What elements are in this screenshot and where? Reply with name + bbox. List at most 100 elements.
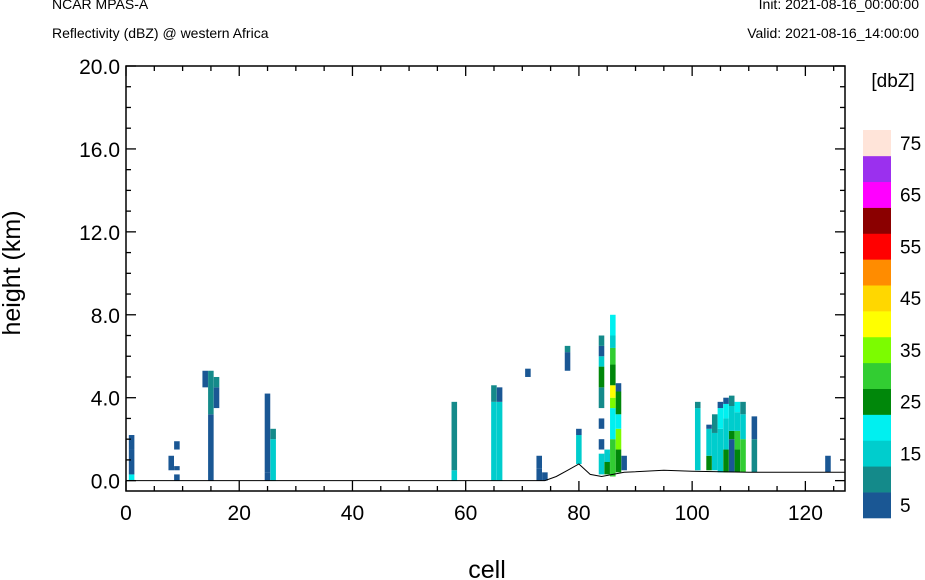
reflectivity-cell — [564, 352, 571, 371]
x-tick-label: 40 — [341, 502, 364, 525]
colorbar-label: 5 — [900, 496, 911, 517]
reflectivity-cell — [491, 401, 497, 481]
x-axis-title: cell — [468, 556, 506, 580]
valid-time: Valid: 2021-08-16_14:00:00 — [747, 25, 919, 41]
reflectivity-cell — [740, 414, 746, 440]
colorbar-swatch — [863, 181, 891, 208]
x-tick-label: 80 — [567, 502, 590, 525]
reflectivity-cell — [615, 449, 622, 473]
reflectivity-cell — [598, 439, 605, 450]
colorbar-label: 55 — [900, 237, 921, 258]
reflectivity-cell — [598, 345, 605, 357]
reflectivity-cell — [610, 385, 616, 398]
reflectivity-cell — [610, 364, 616, 386]
reflectivity-cell — [728, 430, 735, 440]
reflectivity-cell — [706, 424, 712, 429]
reflectivity-cell — [615, 391, 622, 415]
colorbar-swatch — [863, 233, 891, 260]
reflectivity-cell — [734, 430, 741, 450]
colorbar-swatch — [863, 466, 891, 493]
reflectivity-cell — [451, 470, 458, 481]
reflectivity-cell — [717, 408, 724, 429]
reflectivity-cell — [717, 401, 724, 409]
colorbar-label: 65 — [900, 186, 921, 207]
reflectivity-cell — [723, 397, 729, 404]
colorbar-label: 45 — [900, 289, 921, 310]
reflectivity-cell — [610, 347, 616, 365]
reflectivity-cell — [491, 385, 497, 402]
reflectivity-cell — [740, 439, 746, 473]
reflectivity-cell — [128, 435, 135, 450]
reflectivity-cell — [615, 414, 622, 429]
reflectivity-cell — [536, 455, 542, 469]
colorbar-label: 75 — [900, 134, 921, 155]
x-tick-label: 0 — [120, 502, 132, 525]
reflectivity-cell — [598, 387, 605, 409]
reflectivity-cell — [598, 356, 605, 367]
reflectivity-cell — [208, 370, 214, 392]
axis-ticks: 0 20 40 60 80 100 120 0.0 4.0 8.0 12.0 16.0 20.0 — [79, 56, 845, 525]
reflectivity-cell — [694, 408, 701, 471]
colorbar-swatch — [863, 362, 891, 389]
reflectivity-cell — [213, 387, 220, 409]
reflectivity-cell — [751, 439, 758, 473]
reflectivity-cell — [451, 401, 458, 471]
init-time: Init: 2021-08-16_00:00:00 — [758, 0, 919, 12]
reflectivity-cell — [740, 401, 746, 415]
reflectivity-cell — [525, 368, 531, 377]
reflectivity-cell — [213, 376, 220, 388]
terrain-profile — [126, 463, 845, 482]
colorbar-units: [dbZ] — [871, 71, 914, 92]
reflectivity-cell — [706, 428, 712, 456]
y-tick-label: 4.0 — [91, 388, 120, 411]
plot-frame — [125, 65, 846, 492]
reflectivity-cell — [542, 472, 548, 481]
reflectivity-cell — [168, 455, 175, 471]
reflectivity-cell — [496, 401, 503, 481]
y-tick-label: 12.0 — [79, 222, 120, 245]
reflectivity-cell — [723, 418, 729, 450]
reflectivity-cell — [706, 455, 712, 471]
y-tick-label: 16.0 — [79, 139, 120, 162]
colorbar-swatch — [863, 207, 891, 234]
reflectivity-cell — [208, 414, 214, 481]
reflectivity-cell — [202, 370, 208, 388]
reflectivity-cell — [610, 439, 616, 477]
x-tick-label: 20 — [228, 502, 251, 525]
reflectivity-cell — [576, 428, 582, 436]
reflectivity-cell — [610, 408, 616, 440]
reflectivity-cell — [576, 435, 582, 465]
x-tick-label: 120 — [788, 502, 823, 525]
reflectivity-cell — [128, 449, 135, 475]
reflectivity-cell — [723, 403, 729, 419]
x-tick-label: 60 — [454, 502, 477, 525]
colorbar-label: 15 — [900, 444, 921, 465]
reflectivity-cell — [598, 335, 605, 346]
reflectivity-cell — [825, 455, 831, 473]
x-tick-label: 100 — [675, 502, 710, 525]
reflectivity-cell — [174, 474, 180, 481]
reflectivity-cell — [208, 391, 214, 415]
y-tick-label: 20.0 — [79, 56, 120, 79]
reflectivity-cell — [615, 428, 622, 450]
colorbar-swatch — [863, 285, 891, 312]
colorbar-swatch — [863, 492, 891, 519]
colorbar-label: 25 — [900, 393, 921, 414]
reflectivity-cell — [496, 387, 503, 402]
colorbar-swatch — [863, 388, 891, 415]
reflectivity-cell — [604, 449, 610, 462]
colorbar-swatch — [863, 414, 891, 441]
reflectivity-cell — [694, 401, 701, 409]
reflectivity-cell — [610, 314, 616, 336]
reflectivity-cell — [734, 401, 741, 413]
y-tick-label: 8.0 — [91, 305, 120, 328]
reflectivity-cell — [751, 416, 758, 440]
reflectivity-cell — [598, 418, 605, 429]
colorbar: 5 15 25 35 45 55 65 75 — [863, 130, 921, 519]
reflectivity-cell — [717, 428, 724, 473]
field-label: Reflectivity (dBZ) @ western Africa — [52, 25, 269, 41]
colorbar-label: 35 — [900, 341, 921, 362]
reflectivity-cell — [270, 439, 276, 481]
reflectivity-cell — [621, 455, 627, 471]
